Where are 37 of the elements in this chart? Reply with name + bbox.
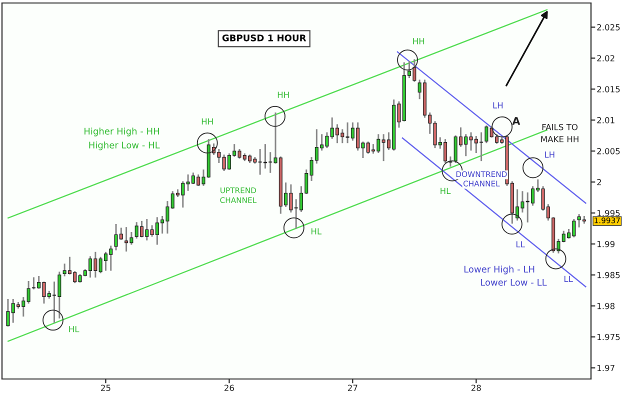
y-tick-label: 1.98	[597, 302, 615, 310]
text: GBPUSD 1 HOUR	[222, 34, 306, 42]
annotation: HL	[311, 228, 322, 234]
annotation: LL	[516, 241, 525, 248]
y-tick-label: 1.975	[597, 334, 620, 340]
annotation: Higher Low - HL	[89, 142, 160, 150]
x-tick-label: 27	[348, 384, 358, 391]
annotation: LL	[564, 276, 573, 282]
annotation: A	[512, 117, 520, 125]
y-tick-label: 2.025	[597, 24, 620, 30]
y-tick-label: 2.015	[597, 86, 620, 92]
annotation: Lower High - LH	[464, 266, 534, 274]
y-tick-label: 2.02	[597, 55, 614, 62]
candlestick	[484, 126, 488, 144]
annotation: Higher High - HH	[84, 128, 159, 136]
annotation: HH	[278, 92, 289, 98]
y-tick-label: 2.01	[597, 117, 614, 124]
y-tick-label: 1.97	[597, 364, 614, 372]
y-tick-label: 1.99	[597, 240, 615, 248]
x-tick-label: 28	[471, 384, 481, 392]
y-tick-label: 2.005	[597, 148, 620, 154]
annotation: MAKE HH	[541, 136, 578, 142]
candlestick	[448, 156, 452, 167]
candlestick	[6, 298, 10, 326]
annotation: FAILS TO	[542, 124, 578, 130]
y-tick-label: 1.985	[597, 272, 620, 278]
x-tick-label: 25	[101, 384, 110, 392]
annotation: Lower Low - LL	[480, 279, 547, 286]
annotation: HH	[202, 118, 213, 124]
annotation: HH	[413, 38, 424, 44]
y-tick-label: 1.995	[597, 210, 620, 216]
annotation: LH	[544, 151, 554, 158]
annotation: HL	[69, 326, 80, 332]
annotation: HL	[440, 188, 451, 194]
x-tick-label: 26	[224, 384, 234, 392]
y-tick-label: 2	[597, 179, 602, 186]
annotation: LH	[493, 102, 503, 108]
